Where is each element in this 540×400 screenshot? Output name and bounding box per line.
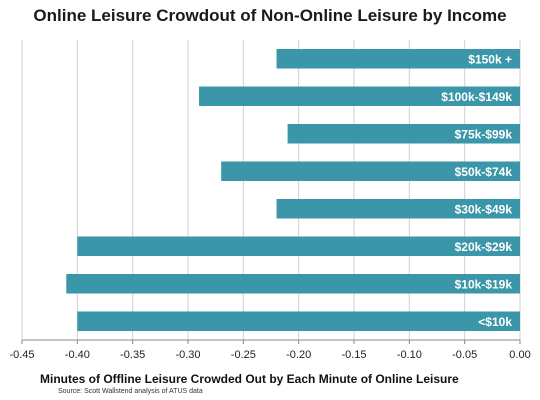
- bar-label: $20k-$29k: [455, 240, 513, 254]
- bar-label: <$10k: [478, 315, 512, 329]
- bar: [77, 236, 520, 256]
- bar: [199, 86, 521, 106]
- x-tick-label: -0.05: [452, 349, 477, 361]
- x-tick-label: -0.20: [286, 349, 311, 361]
- bar-label: $30k-$49k: [455, 202, 513, 216]
- bar-label: $100k-$149k: [441, 90, 512, 104]
- source-note: Source: Scott Wallstend analysis of ATUS…: [58, 388, 203, 395]
- bar-label: $50k-$74k: [455, 165, 513, 179]
- bar: [276, 49, 520, 69]
- x-tick-label: -0.10: [397, 349, 422, 361]
- bar-label: $75k-$99k: [455, 127, 513, 141]
- bar: [276, 199, 520, 219]
- bars: [66, 49, 521, 331]
- bar: [77, 311, 520, 331]
- x-tick-label: -0.25: [231, 349, 256, 361]
- x-tick-label: -0.40: [65, 349, 90, 361]
- x-tick-label: -0.45: [9, 349, 34, 361]
- bar-labels: $150k + $100k-$149k $75k-$99k $50k-$74k $30k…: [441, 52, 512, 329]
- x-axis: [21, 339, 521, 344]
- x-axis-label: Minutes of Offline Leisure Crowded Out b…: [40, 372, 459, 386]
- bar-label: $150k +: [468, 52, 512, 66]
- x-tick-label: 0.00: [509, 349, 530, 361]
- x-tick-label: -0.35: [120, 349, 145, 361]
- bar: [221, 161, 520, 181]
- gridlines: [21, 40, 521, 340]
- x-tick-labels: -0.45 -0.40 -0.35 -0.30 -0.25 -0.20 -0.15 -0.10…: [9, 349, 530, 361]
- bar: [66, 274, 521, 294]
- x-tick-label: -0.30: [175, 349, 200, 361]
- bar: [287, 124, 520, 144]
- bar-label: $10k-$19k: [455, 277, 513, 291]
- chart-title: Online Leisure Crowdout of Non-Online Le…: [33, 6, 507, 25]
- x-tick-label: -0.15: [341, 349, 366, 361]
